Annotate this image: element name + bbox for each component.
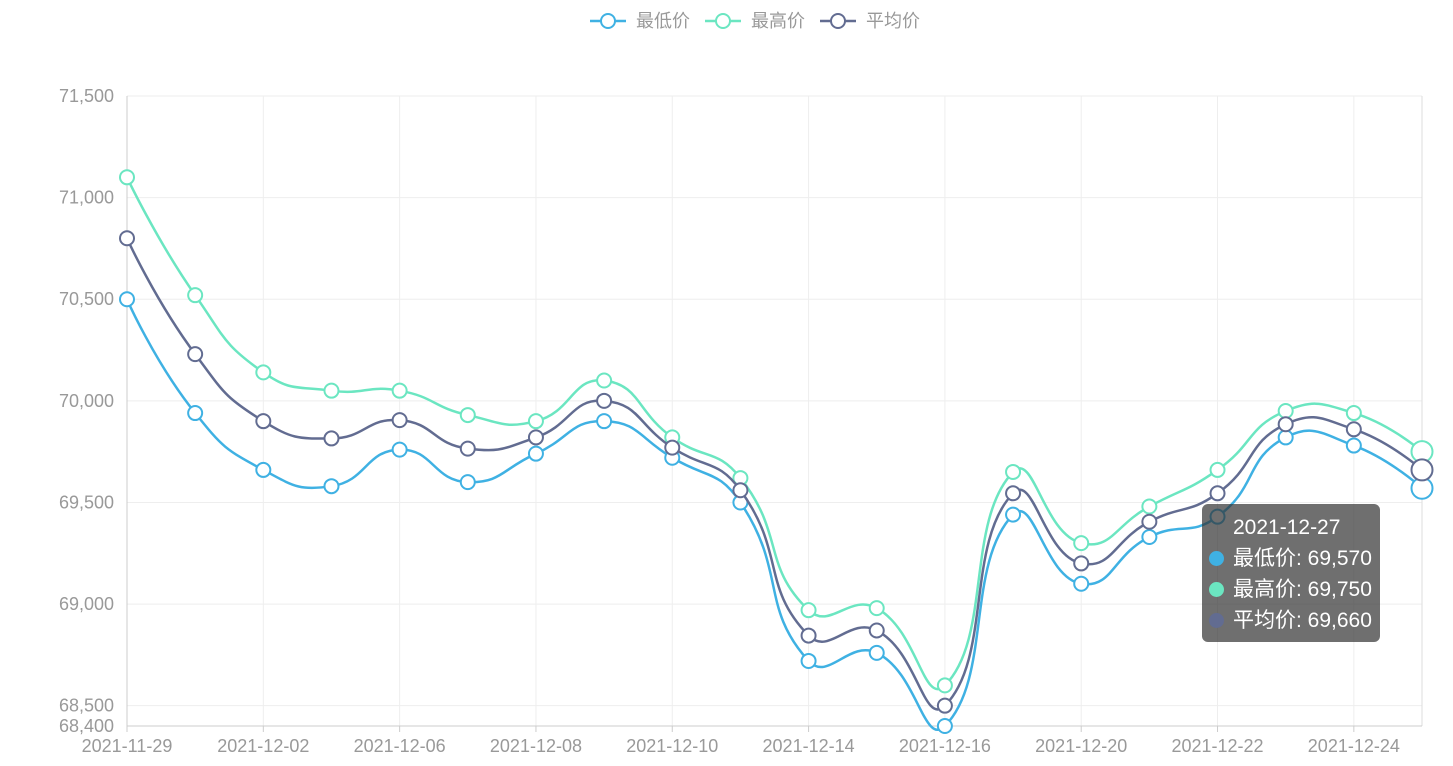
average-price-point[interactable] xyxy=(802,629,816,643)
highest-price-point[interactable] xyxy=(597,374,611,388)
average-price-point[interactable] xyxy=(1006,486,1020,500)
y-tick-label: 68,400 xyxy=(59,716,114,736)
lowest-price-point[interactable] xyxy=(938,719,952,733)
x-tick-label: 2021-12-16 xyxy=(899,736,991,756)
tooltip-title: 2021-12-27 xyxy=(1209,512,1372,543)
average-price-point[interactable] xyxy=(529,430,543,444)
line-circle-icon xyxy=(705,11,741,31)
highest-price-point[interactable] xyxy=(529,414,543,428)
legend-item-highest-price[interactable]: 最高价 xyxy=(705,8,805,34)
average-price-point[interactable] xyxy=(1279,417,1293,431)
legend-label: 最低价 xyxy=(636,8,690,34)
line-circle-icon xyxy=(590,11,626,31)
x-tick-label: 2021-12-08 xyxy=(490,736,582,756)
chart-legend: 最低价 最高价 平均价 xyxy=(590,8,920,34)
average-price-point[interactable] xyxy=(324,431,338,445)
average-price-point[interactable] xyxy=(597,394,611,408)
average-price-point[interactable] xyxy=(256,414,270,428)
series-color-dot-icon xyxy=(1209,551,1224,566)
highest-price-point[interactable] xyxy=(324,384,338,398)
y-tick-label: 71,500 xyxy=(59,86,114,106)
lowest-price-point[interactable] xyxy=(256,463,270,477)
x-tick-label: 2021-12-22 xyxy=(1171,736,1263,756)
x-tick-label: 2021-12-02 xyxy=(217,736,309,756)
average-price-point[interactable] xyxy=(1074,556,1088,570)
lowest-price-point[interactable] xyxy=(1347,439,1361,453)
highest-price-point[interactable] xyxy=(188,288,202,302)
highest-price-point[interactable] xyxy=(1347,406,1361,420)
lowest-price-point[interactable] xyxy=(324,479,338,493)
lowest-price-point[interactable] xyxy=(1074,577,1088,591)
legend-label: 平均价 xyxy=(866,8,920,34)
x-tick-label: 2021-12-14 xyxy=(763,736,855,756)
highest-price-point[interactable] xyxy=(802,603,816,617)
average-price-point[interactable] xyxy=(665,441,679,455)
x-tick-label: 2021-11-29 xyxy=(82,736,173,756)
average-price-point[interactable] xyxy=(1211,486,1225,500)
lowest-price-point[interactable] xyxy=(870,646,884,660)
highest-price-point[interactable] xyxy=(1211,463,1225,477)
highest-price-point[interactable] xyxy=(1074,536,1088,550)
legend-icon-circle xyxy=(601,14,615,28)
series-color-dot-icon xyxy=(1209,613,1224,628)
lowest-price-point[interactable] xyxy=(529,447,543,461)
highest-price-point[interactable] xyxy=(461,408,475,422)
average-price-point[interactable] xyxy=(1142,515,1156,529)
series-color-dot-icon xyxy=(1209,582,1224,597)
x-tick-label: 2021-12-10 xyxy=(626,736,718,756)
legend-item-lowest-price[interactable]: 最低价 xyxy=(590,8,690,34)
x-tick-label: 2021-12-06 xyxy=(354,736,446,756)
legend-icon-circle xyxy=(716,14,730,28)
tooltip-row-text: 平均价: 69,660 xyxy=(1233,605,1372,636)
average-price-point[interactable] xyxy=(393,413,407,427)
lowest-price-point[interactable] xyxy=(461,475,475,489)
y-tick-label: 70,500 xyxy=(59,289,114,309)
lowest-price-point[interactable] xyxy=(802,654,816,668)
y-tick-label: 69,000 xyxy=(59,594,114,614)
tooltip-row-average-price: 平均价: 69,660 xyxy=(1209,605,1372,636)
average-price-point[interactable] xyxy=(1412,459,1433,480)
x-tick-label: 2021-12-20 xyxy=(1035,736,1127,756)
chart-series xyxy=(120,170,1433,733)
lowest-price-point[interactable] xyxy=(1279,430,1293,444)
average-price-point[interactable] xyxy=(733,483,747,497)
lowest-price-point[interactable] xyxy=(1006,508,1020,522)
legend-icon-circle xyxy=(831,14,845,28)
tooltip-row-text: 最高价: 69,750 xyxy=(1233,574,1372,605)
chart-tooltip: 2021-12-27 最低价: 69,570 最高价: 69,750 平均价: … xyxy=(1202,504,1380,642)
average-price-point[interactable] xyxy=(120,231,134,245)
y-tick-label: 69,500 xyxy=(59,492,114,512)
y-tick-label: 70,000 xyxy=(59,391,114,411)
highest-price-point[interactable] xyxy=(1006,465,1020,479)
line-circle-icon xyxy=(820,11,856,31)
highest-price-point[interactable] xyxy=(393,384,407,398)
lowest-price-point[interactable] xyxy=(1142,530,1156,544)
legend-item-average-price[interactable]: 平均价 xyxy=(820,8,920,34)
average-price-point[interactable] xyxy=(938,699,952,713)
average-price-point[interactable] xyxy=(461,442,475,456)
lowest-price-point[interactable] xyxy=(188,406,202,420)
lowest-price-point[interactable] xyxy=(597,414,611,428)
highest-price-point[interactable] xyxy=(870,601,884,615)
average-price-point[interactable] xyxy=(1347,422,1361,436)
lowest-price-point[interactable] xyxy=(393,443,407,457)
average-price-point[interactable] xyxy=(870,623,884,637)
tooltip-row-lowest-price: 最低价: 69,570 xyxy=(1209,543,1372,574)
highest-price-point[interactable] xyxy=(256,365,270,379)
y-tick-label: 68,500 xyxy=(59,696,114,716)
highest-price-point[interactable] xyxy=(1279,404,1293,418)
tooltip-row-text: 最低价: 69,570 xyxy=(1233,543,1372,574)
highest-price-point[interactable] xyxy=(120,170,134,184)
x-tick-label: 2021-12-24 xyxy=(1308,736,1400,756)
highest-price-point[interactable] xyxy=(938,678,952,692)
y-tick-label: 71,000 xyxy=(59,188,114,208)
lowest-price-point[interactable] xyxy=(120,292,134,306)
tooltip-row-highest-price: 最高价: 69,750 xyxy=(1209,574,1372,605)
highest-price-point[interactable] xyxy=(1142,500,1156,514)
average-price-point[interactable] xyxy=(188,347,202,361)
legend-label: 最高价 xyxy=(751,8,805,34)
